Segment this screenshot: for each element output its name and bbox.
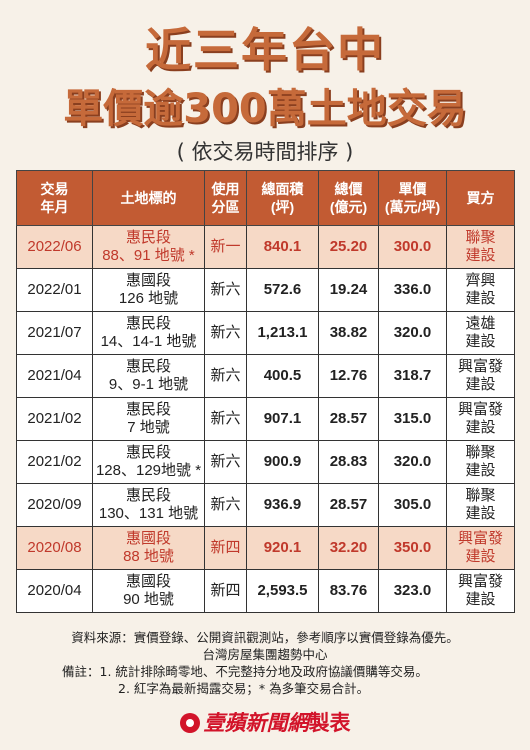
cell-land: 惠民段 88、91 地號 *: [92, 225, 205, 269]
cell-total: 28.57: [318, 397, 379, 441]
cell-area: 400.5: [246, 354, 319, 398]
cell-unit: 320.0: [378, 440, 447, 484]
cell-unit: 305.0: [378, 483, 447, 527]
cell-date: 2021/02: [16, 440, 93, 484]
cell-area: 1,213.1: [246, 311, 319, 355]
brand-credit: 壹蘋新聞網製表: [0, 707, 530, 737]
cell-land: 惠國段 90 地號: [92, 569, 205, 613]
cell-zone: 新六: [204, 397, 247, 441]
header-zone: 使用 分區: [204, 170, 247, 226]
cell-zone: 新六: [204, 311, 247, 355]
cell-unit: 350.0: [378, 526, 447, 570]
source-note: 資料來源：實價登錄、公開資訊觀測站，參考順序以實價登錄為優先。: [71, 630, 459, 645]
table-row: 2022/01 惠國段 126 地號 新六 572.6 19.24 336.0 齊興 建設: [16, 268, 515, 312]
cell-total: 19.24: [318, 268, 379, 312]
table-row: 2021/02 惠民段 128、129地號 * 新六 900.9 28.83 320.0 聯聚…: [16, 440, 515, 484]
cell-unit: 320.0: [378, 311, 447, 355]
cell-buyer: 興富發 建設: [446, 526, 515, 570]
cell-area: 2,593.5: [246, 569, 319, 613]
cell-zone: 新六: [204, 268, 247, 312]
cell-date: 2020/08: [16, 526, 93, 570]
cell-zone: 新六: [204, 440, 247, 484]
table-header-row: 交易 年月 土地標的 使用 分區 總面積 (坪) 總價 (億元) 單價 (萬元/坪) 買方: [16, 170, 515, 226]
cell-zone: 新六: [204, 354, 247, 398]
header-date: 交易 年月: [16, 170, 93, 226]
cell-buyer: 興富發 建設: [446, 354, 515, 398]
apple-logo-icon: [179, 713, 200, 733]
cell-area: 907.1: [246, 397, 319, 441]
brand-name: 壹蘋新聞網: [203, 711, 309, 735]
cell-land: 惠民段 128、129地號 *: [92, 440, 205, 484]
cell-zone: 新四: [204, 569, 247, 613]
cell-land: 惠民段 7 地號: [92, 397, 205, 441]
cell-total: 38.82: [318, 311, 379, 355]
cell-area: 920.1: [246, 526, 319, 570]
cell-date: 2022/06: [16, 225, 93, 269]
cell-buyer: 聯聚 建設: [446, 225, 515, 269]
cell-date: 2021/02: [16, 397, 93, 441]
cell-date: 2020/09: [16, 483, 93, 527]
cell-total: 28.57: [318, 483, 379, 527]
cell-date: 2021/07: [16, 311, 93, 355]
header-total: 總價 (億元): [318, 170, 379, 226]
cell-total: 28.83: [318, 440, 379, 484]
page-subtitle: ( 依交易時間排序 ): [176, 140, 354, 164]
footnotes: 資料來源：實價登錄、公開資訊觀測站，參考順序以實價登錄為優先。 台灣房屋集團趨勢…: [0, 629, 530, 697]
page-title: 近三年台中: [145, 23, 385, 77]
table-row: 2020/04 惠國段 90 地號 新四 2,593.5 83.76 323.0 興富發 建設: [16, 569, 515, 613]
cell-unit: 300.0: [378, 225, 447, 269]
cell-zone: 新四: [204, 526, 247, 570]
cell-area: 840.1: [246, 225, 319, 269]
table-row: 2021/04 惠民段 9、9-1 地號 新六 400.5 12.76 318.7 興富發 建設: [16, 354, 515, 398]
org-note: 台灣房屋集團趨勢中心: [202, 647, 328, 662]
table-row: 2020/08 惠國段 88 地號 新四 920.1 32.20 350.0 興富發 建設: [16, 526, 515, 570]
cell-land: 惠國段 88 地號: [92, 526, 205, 570]
cell-date: 2021/04: [16, 354, 93, 398]
cell-zone: 新六: [204, 483, 247, 527]
table-row: 2020/09 惠民段 130、131 地號 新六 936.9 28.57 305.0 聯聚建…: [16, 483, 515, 527]
header-area: 總面積 (坪): [246, 170, 319, 226]
cell-unit: 315.0: [378, 397, 447, 441]
table-row: 2022/06 惠民段 88、91 地號 * 新一 840.1 25.20 300.0 聯聚建…: [16, 225, 515, 269]
cell-buyer: 齊興 建設: [446, 268, 515, 312]
cell-unit: 336.0: [378, 268, 447, 312]
cell-total: 12.76: [318, 354, 379, 398]
page-title-line2: 單價逾300萬土地交易: [63, 86, 467, 132]
cell-area: 572.6: [246, 268, 319, 312]
cell-buyer: 遠雄 建設: [446, 311, 515, 355]
cell-date: 2020/04: [16, 569, 93, 613]
cell-land: 惠國段 126 地號: [92, 268, 205, 312]
cell-land: 惠民段 14、14-1 地號: [92, 311, 205, 355]
cell-zone: 新一: [204, 225, 247, 269]
cell-buyer: 聯聚 建設: [446, 440, 515, 484]
cell-buyer: 興富發 建設: [446, 397, 515, 441]
cell-buyer: 興富發 建設: [446, 569, 515, 613]
cell-land: 惠民段 130、131 地號: [92, 483, 205, 527]
cell-date: 2022/01: [16, 268, 93, 312]
remark-1: 備註：1. 統計排除畸零地、不完整持分地及政府協議價購等交易。: [62, 664, 428, 679]
header-land: 土地標的: [92, 170, 205, 226]
cell-total: 83.76: [318, 569, 379, 613]
brand-suffix: 製表: [308, 711, 351, 735]
table-row: 2021/07 惠民段 14、14-1 地號 新六 1,213.1 38.82 320.0 遠…: [16, 311, 515, 355]
cell-unit: 318.7: [378, 354, 447, 398]
cell-buyer: 聯聚 建設: [446, 483, 515, 527]
cell-unit: 323.0: [378, 569, 447, 613]
cell-total: 32.20: [318, 526, 379, 570]
header-buyer: 買方: [446, 170, 515, 226]
cell-area: 936.9: [246, 483, 319, 527]
land-transaction-table: 交易 年月 土地標的 使用 分區 總面積 (坪) 總價 (億元) 單價 (萬元/坪) 買方…: [16, 170, 515, 613]
header-unit: 單價 (萬元/坪): [378, 170, 447, 226]
table-row: 2021/02 惠民段 7 地號 新六 907.1 28.57 315.0 興富發 建設: [16, 397, 515, 441]
remark-2: 2. 紅字為最新揭露交易；* 為多筆交易合計。: [118, 681, 370, 696]
cell-land: 惠民段 9、9-1 地號: [92, 354, 205, 398]
cell-total: 25.20: [318, 225, 379, 269]
cell-area: 900.9: [246, 440, 319, 484]
